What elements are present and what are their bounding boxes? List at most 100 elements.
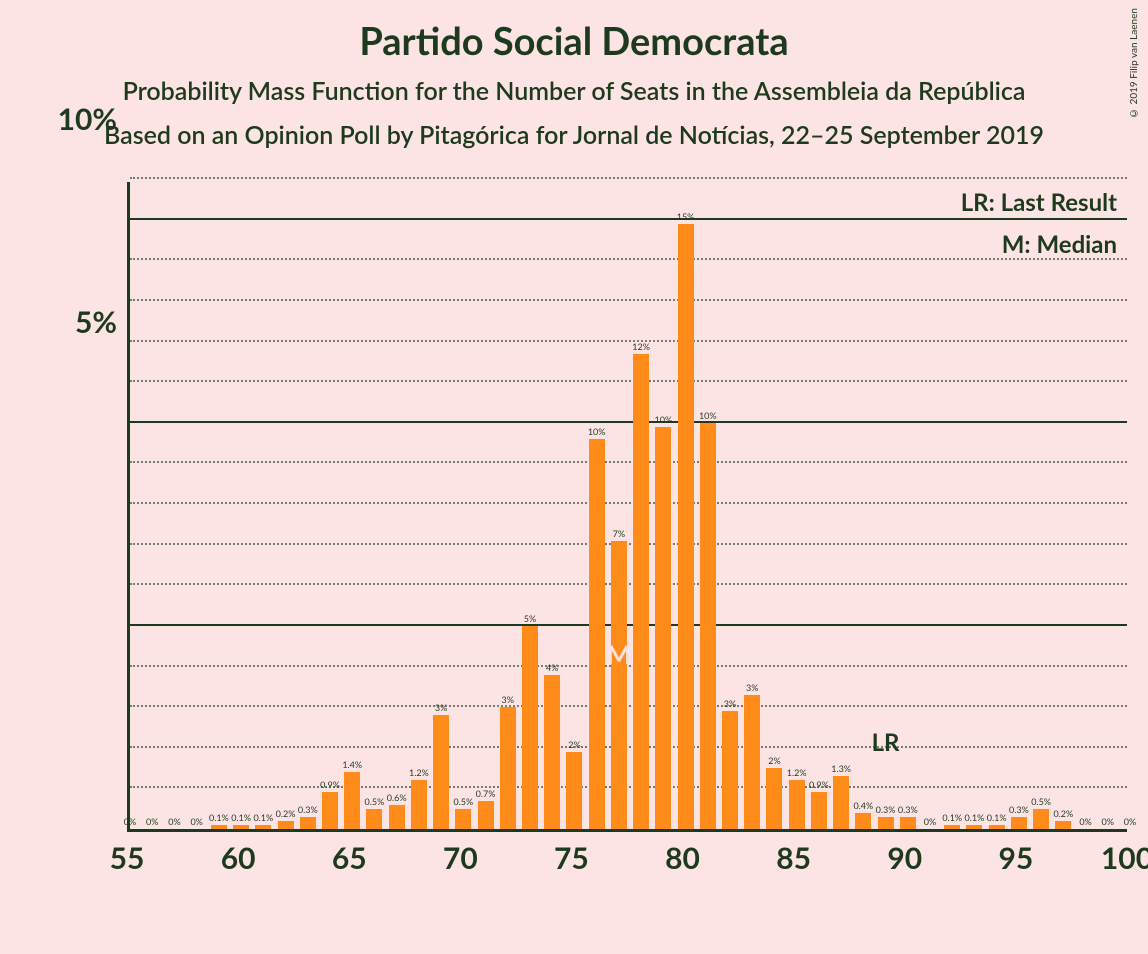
subtitle-2: Based on an Opinion Poll by Pitagórica f… [0,120,1148,150]
legend-m: M: Median [1002,230,1117,259]
bar: 0.1% [255,825,271,829]
bar: 1.4% [344,772,360,829]
bar-value-label: 0% [924,816,936,827]
x-axis-label: 70 [443,840,478,876]
bar: 0.9% [322,792,338,829]
bar: 3% [500,707,516,829]
bar: 3% [744,695,760,829]
bar-value-label: 0.1% [253,812,273,823]
gridline-minor [130,461,1127,463]
bar-value-label: 10% [655,414,673,425]
bar-value-label: 0.6% [387,792,407,803]
x-axis-label: 95 [998,840,1033,876]
gridline-minor [130,583,1127,585]
bar: 12% [633,354,649,829]
bar: 5% [522,626,538,829]
bar-value-label: 0.1% [965,812,985,823]
last-result-marker: LR [872,728,900,757]
bar: 0.2% [1055,821,1071,829]
x-axis-label: 85 [776,840,811,876]
bar: 4% [544,675,560,829]
plot-area: 0%0%0%0%0.1%0.1%0.1%0.2%0.3%0.9%1.4%0.5%… [127,182,1127,832]
bar-value-label: 3% [435,702,447,713]
bar: 0.5% [1033,809,1049,829]
gridline-minor [130,258,1127,260]
chart: 0%0%0%0%0.1%0.1%0.1%0.2%0.3%0.9%1.4%0.5%… [127,182,1127,832]
bar-value-label: 0.3% [1009,804,1029,815]
bar-value-label: 5% [524,613,536,624]
copyright: © 2019 Filip van Laenen [1128,8,1140,119]
bar: 3% [433,715,449,829]
bar: 0.3% [300,817,316,829]
bar-value-label: 0% [168,816,180,827]
bar-value-label: 0.1% [231,812,251,823]
bar: 1.2% [411,780,427,829]
bar: 10% [700,423,716,829]
bar: 0.9% [811,792,827,829]
bar-value-label: 0% [1079,816,1091,827]
bar-value-label: 0% [1124,816,1136,827]
gridline-minor [130,340,1127,342]
bar-value-label: 10% [588,426,606,437]
bar-value-label: 0% [1102,816,1114,827]
bar: 1.2% [789,780,805,829]
bar: 0.3% [878,817,894,829]
bar-value-label: 4% [546,662,558,673]
bar-value-label: 2% [768,755,780,766]
bar-value-label: 0.5% [453,796,473,807]
bar: 0.1% [989,825,1005,829]
bar: 0.1% [966,825,982,829]
x-axis-label: 55 [110,840,145,876]
bar-value-label: 0.3% [876,804,896,815]
gridline-minor [130,746,1127,748]
bar: 0.6% [389,805,405,829]
bar: 0.1% [211,825,227,829]
bar-value-label: 0% [190,816,202,827]
bar-value-label: 0.4% [853,800,873,811]
bar: 0.2% [278,821,294,829]
x-axis-label: 100 [1101,840,1148,876]
legend-lr: LR: Last Result [961,188,1117,217]
bar: 0.1% [944,825,960,829]
y-axis-label: 15% [58,0,117,548]
bar: 0.5% [366,809,382,829]
gridline-major [130,624,1127,626]
bar-value-label: 0.3% [298,804,318,815]
bar: 0.3% [1011,817,1027,829]
median-marker: M [607,638,632,670]
gridline-minor [130,177,1127,179]
bar: 7% [611,541,627,829]
subtitle-1: Probability Mass Function for the Number… [0,76,1148,106]
bar-value-label: 3% [502,694,514,705]
bar: 0.7% [478,801,494,829]
gridline-minor [130,705,1127,707]
page-title: Partido Social Democrata [0,0,1148,64]
x-axis-label: 80 [665,840,700,876]
bar-value-label: 1.3% [831,763,851,774]
bar-value-label: 0.9% [809,779,829,790]
bar-value-label: 0.9% [320,779,340,790]
gridline-major [130,421,1127,423]
x-axis-label: 65 [332,840,367,876]
bar-value-label: 1.2% [409,767,429,778]
gridline-minor [130,786,1127,788]
bar: 0.1% [233,825,249,829]
bar: 0.4% [855,813,871,829]
bar-value-label: 0.2% [276,808,296,819]
bar: 15% [678,224,694,829]
gridline-minor [130,543,1127,545]
gridline-minor [130,380,1127,382]
bar-value-label: 0.2% [1053,808,1073,819]
bar-value-label: 3% [724,698,736,709]
bar: 0.5% [455,809,471,829]
bar-value-label: 0.1% [942,812,962,823]
bar-value-label: 1.4% [342,759,362,770]
gridline-minor [130,299,1127,301]
bar-value-label: 0% [124,816,136,827]
bar: 0.3% [900,817,916,829]
bar-value-label: 12% [632,341,650,352]
bar-value-label: 1.2% [787,767,807,778]
bar-value-label: 10% [699,410,717,421]
bar-value-label: 0.3% [898,804,918,815]
bar: 1.3% [833,776,849,829]
